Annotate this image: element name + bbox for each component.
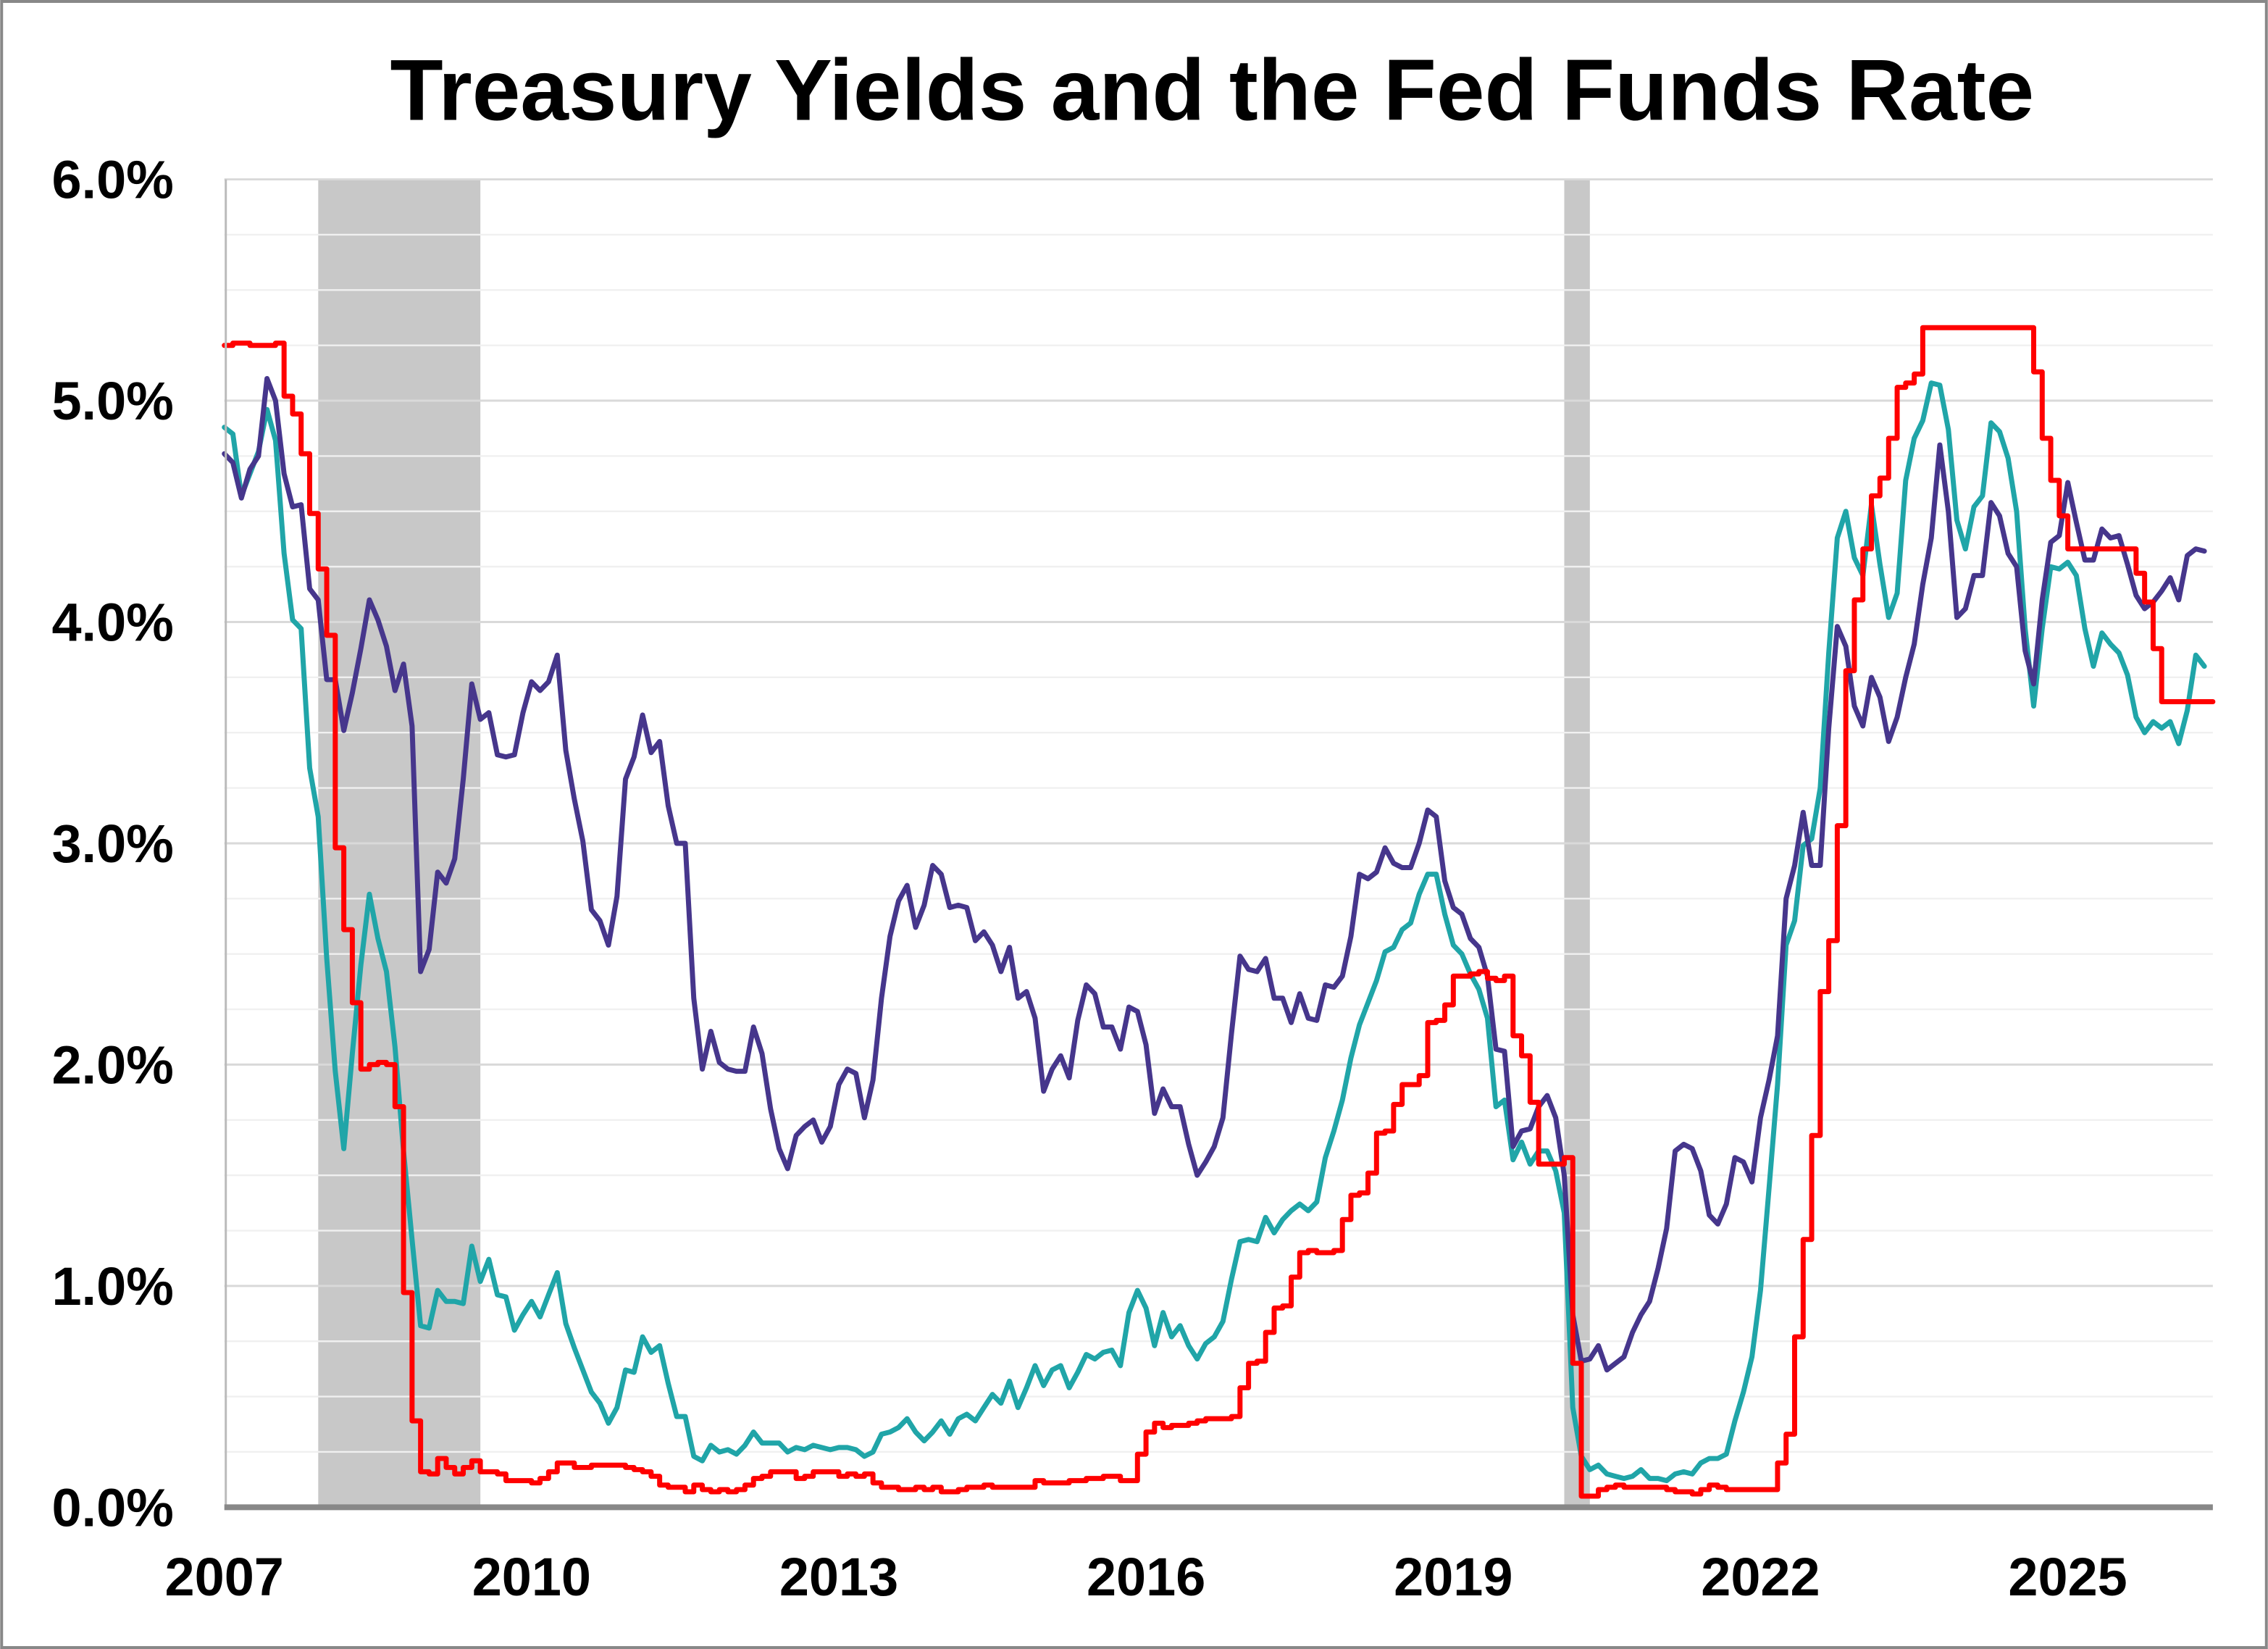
y-tick-label: 0.0%: [51, 1477, 173, 1537]
y-tick-label: 2.0%: [51, 1035, 173, 1095]
chart-title: Treasury Yields and the Fed Funds Rate: [390, 43, 2035, 139]
y-tick-label: 3.0%: [51, 814, 173, 874]
y-tick-label: 1.0%: [51, 1256, 173, 1316]
x-tick-label: 2007: [165, 1547, 284, 1607]
series-line-2: [222, 325, 2216, 1499]
x-tick-label: 2019: [1394, 1547, 1512, 1607]
series-line-0: [222, 375, 2207, 1373]
y-tick-label: 5.0%: [51, 371, 173, 431]
x-tick-label: 2013: [779, 1547, 898, 1607]
gridlines: [224, 178, 2213, 1453]
x-tick-label: 2016: [1087, 1547, 1205, 1607]
series-lines: [222, 325, 2216, 1499]
series-line-1: [222, 380, 2207, 1484]
x-tick-label: 2010: [472, 1547, 591, 1607]
y-tick-label: 6.0%: [51, 150, 173, 210]
x-axis-labels: 2007 2010 2013 2016 2019 2022 2025: [165, 1547, 2127, 1607]
y-tick-label: 4.0%: [51, 592, 173, 652]
x-tick-label: 2025: [2008, 1547, 2127, 1607]
x-tick-label: 2022: [1701, 1547, 1820, 1607]
y-axis-labels: 0.0% 1.0% 2.0% 3.0% 4.0% 5.0% 6.0%: [51, 150, 173, 1538]
